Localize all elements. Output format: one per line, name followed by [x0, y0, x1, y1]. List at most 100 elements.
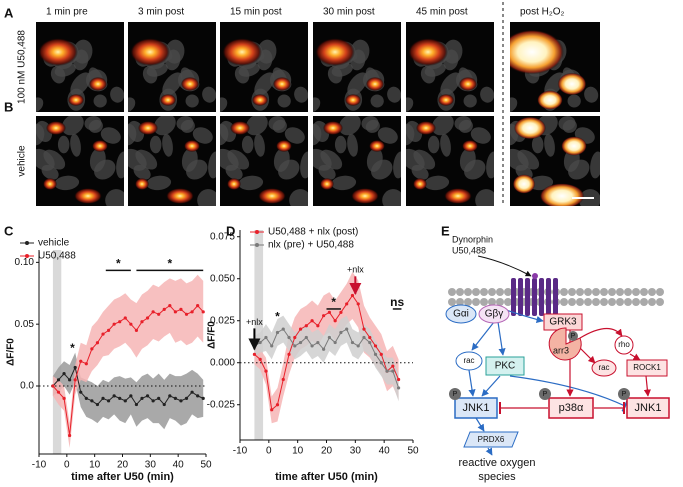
- x-tick-label: 40: [379, 446, 391, 457]
- series-line: [52, 365, 204, 406]
- column-label: 3 min post: [138, 7, 184, 18]
- cell: [146, 175, 172, 191]
- y-tick-label: -0.025: [207, 399, 236, 410]
- data-point: [162, 307, 166, 311]
- cell: [331, 175, 357, 191]
- pathway-node: [548, 327, 582, 361]
- cell: [424, 175, 450, 191]
- data-point: [310, 319, 314, 323]
- node-label: Gαi: [453, 309, 469, 320]
- membrane-lipid: [560, 298, 568, 306]
- data-point: [62, 372, 66, 376]
- fluorescent-cell: [227, 178, 241, 190]
- receptor-helix: [518, 278, 523, 316]
- cell: [440, 72, 461, 96]
- data-point: [316, 324, 320, 328]
- data-point: [368, 340, 372, 345]
- cell: [366, 148, 383, 172]
- series-line: [254, 294, 400, 411]
- data-point: [356, 344, 360, 348]
- pathway-node: [478, 304, 510, 324]
- cell: [377, 127, 398, 144]
- pathway-node: [455, 351, 483, 371]
- cell: [370, 94, 384, 108]
- pathway-node: [591, 359, 617, 377]
- node-label: rac: [598, 363, 609, 372]
- data-point: [95, 402, 100, 407]
- fluorescent-cell: [416, 121, 436, 135]
- data-point: [51, 384, 55, 388]
- annotation: *: [70, 341, 75, 355]
- data-point: [362, 335, 366, 340]
- micrograph: [510, 116, 600, 206]
- pathway-arrow: [475, 417, 485, 432]
- data-point: [145, 394, 150, 398]
- data-point: [379, 352, 383, 356]
- node-label: JNK1: [635, 402, 662, 414]
- data-point: [304, 335, 308, 340]
- pathway-arrow: [643, 375, 651, 397]
- cell: [562, 119, 577, 133]
- ligand-arrow: [477, 255, 532, 277]
- cell: [57, 135, 70, 154]
- cell: [36, 97, 44, 112]
- x-tick-label: 10: [292, 446, 304, 457]
- data-point: [68, 378, 72, 382]
- data-point: [339, 330, 343, 335]
- cell: [100, 127, 121, 144]
- node-label: GRK3: [549, 317, 577, 328]
- data-point: [162, 402, 166, 407]
- data-point: [293, 344, 297, 348]
- node-label: rho: [618, 340, 630, 349]
- significance-label: *: [331, 295, 336, 309]
- membrane-lipid: [480, 298, 488, 306]
- node-label: P: [543, 391, 548, 398]
- micrograph: [128, 22, 216, 112]
- fluorescent-cell: [89, 77, 107, 91]
- receptor-ligand-site: [532, 273, 538, 279]
- fluorescent-cell: [537, 90, 563, 110]
- membrane-lipid: [632, 288, 640, 296]
- pathway-arrow: [497, 321, 506, 356]
- data-point: [145, 316, 150, 320]
- pathway-node: [449, 388, 461, 400]
- data-point: [396, 386, 401, 390]
- data-point: [287, 352, 291, 356]
- pathway-node: [454, 397, 498, 419]
- fluorescent-cell: [413, 178, 427, 190]
- x-tick-label: 20: [321, 446, 333, 457]
- data-point: [362, 327, 366, 331]
- membrane-lipid: [464, 298, 472, 306]
- membrane-lipid: [568, 288, 576, 296]
- pathway-arrow: [629, 353, 641, 361]
- pathway-arrow: [505, 309, 544, 324]
- pathway-arrow: [471, 321, 495, 351]
- data-point: [345, 327, 349, 331]
- data-point: [281, 327, 285, 331]
- data-point: [101, 396, 105, 400]
- data-point: [123, 316, 127, 320]
- cell: [510, 97, 518, 112]
- y-tick-label: 0.05: [15, 319, 35, 330]
- membrane-lipid: [560, 288, 568, 296]
- cell: [149, 135, 162, 154]
- data-point: [184, 312, 189, 316]
- membrane-lipid: [640, 288, 648, 296]
- membrane-lipid: [640, 298, 648, 306]
- membrane-lipid: [456, 298, 464, 306]
- fluorescent-cell: [181, 77, 199, 91]
- cell: [142, 66, 158, 84]
- data-point: [373, 352, 378, 356]
- cell: [486, 151, 494, 179]
- cell: [300, 151, 308, 179]
- cell: [202, 86, 216, 103]
- data-point: [327, 335, 331, 340]
- data-point: [140, 320, 144, 324]
- micrograph: [313, 22, 401, 112]
- data-point: [201, 310, 205, 314]
- data-point: [106, 328, 111, 332]
- fluorescent-cell: [539, 183, 585, 206]
- data-point: [316, 340, 320, 345]
- fluorescent-cell: [315, 38, 355, 66]
- x-tick-label: 30: [145, 460, 157, 471]
